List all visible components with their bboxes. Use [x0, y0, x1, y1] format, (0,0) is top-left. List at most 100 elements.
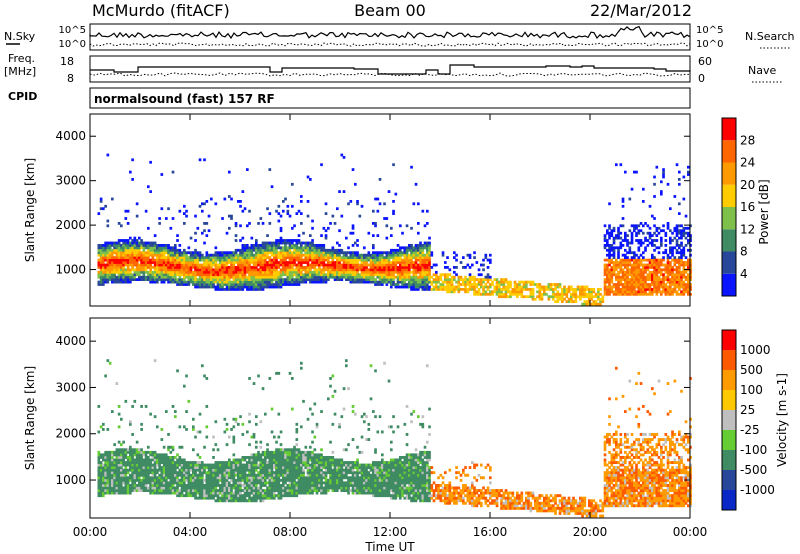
- heatmap-cell: [603, 239, 607, 242]
- heatmap-cell: [248, 478, 251, 482]
- heatmap-cell: [126, 486, 130, 490]
- heatmap-cell: [502, 280, 506, 284]
- heatmap-cell: [635, 270, 638, 274]
- heatmap-cell: [628, 263, 632, 267]
- heatmap-cell: [210, 270, 213, 274]
- heatmap-cell: [651, 275, 654, 279]
- heatmap-cell: [207, 280, 211, 284]
- heatmap-cell: [158, 256, 161, 259]
- heatmap-cell: [531, 283, 535, 286]
- heatmap-cell: [187, 283, 191, 286]
- heatmap-cell: [234, 468, 238, 472]
- heatmap-cell: [457, 283, 461, 286]
- heatmap-cell: [468, 256, 472, 259]
- heatmap-cell: [626, 244, 629, 247]
- heatmap-cell: [259, 246, 263, 250]
- heatmap-cell: [365, 253, 368, 257]
- heatmap-cell: [264, 256, 267, 259]
- heatmap-cell: [563, 288, 566, 291]
- heatmap-cell: [241, 278, 245, 281]
- heatmap-cell: [313, 280, 317, 284]
- heatmap-cell: [142, 463, 146, 467]
- heatmap-cell: [219, 261, 222, 264]
- heatmap-cell: [644, 280, 647, 284]
- heatmap-cell: [394, 270, 398, 274]
- heatmap-cell: [644, 285, 647, 289]
- heatmap-cell: [176, 473, 179, 477]
- heatmap-cell: [284, 280, 287, 284]
- heatmap-cell: [660, 285, 663, 289]
- heatmap-cell: [340, 263, 344, 267]
- heatmap-cell: [165, 463, 168, 467]
- heatmap-cell: [153, 263, 157, 267]
- heatmap-cell: [320, 263, 323, 267]
- heatmap-cell: [349, 253, 353, 257]
- heatmap-cell: [207, 229, 211, 233]
- heatmap-cell: [284, 241, 287, 245]
- heatmap-cell: [115, 246, 119, 250]
- heatmap-cell: [275, 283, 278, 286]
- heatmap-cell: [637, 273, 641, 277]
- heatmap-cell: [372, 246, 375, 250]
- heatmap-cell: [387, 258, 391, 262]
- freq-label-2: [MHz]: [4, 65, 36, 78]
- heatmap-cell: [646, 283, 650, 286]
- heatmap-cell: [518, 292, 521, 296]
- heatmap-cell: [333, 263, 337, 267]
- heatmap-cell: [234, 222, 238, 225]
- heatmap-cell: [516, 292, 519, 296]
- heatmap-cell: [174, 466, 177, 469]
- heatmap-cell: [162, 468, 166, 472]
- heatmap-cell: [104, 248, 107, 252]
- heatmap-cell: [484, 275, 488, 279]
- heatmap-cell: [147, 251, 150, 255]
- heatmap-cell: [401, 268, 404, 272]
- heatmap-cell: [543, 285, 546, 289]
- heatmap-cell: [624, 236, 627, 240]
- heatmap-cell: [682, 263, 686, 267]
- heatmap-cell: [140, 244, 143, 247]
- heatmap-cell: [374, 224, 377, 228]
- heatmap-cell: [133, 273, 137, 277]
- heatmap-cell: [246, 263, 249, 267]
- heatmap-cell: [630, 278, 634, 281]
- heatmap-cell: [428, 268, 431, 272]
- heatmap-cell: [426, 278, 429, 281]
- heatmap-cell: [410, 275, 413, 279]
- heatmap-cell: [646, 268, 650, 272]
- heatmap-cell: [151, 273, 155, 277]
- heatmap-cell: [234, 253, 238, 257]
- heatmap-cell: [171, 217, 175, 220]
- heatmap-cell: [120, 461, 123, 464]
- heatmap-cell: [115, 270, 119, 274]
- heatmap-cell: [540, 292, 544, 296]
- heatmap-cell: [126, 456, 130, 459]
- heatmap-cell: [633, 280, 636, 284]
- heatmap-cell: [234, 463, 238, 467]
- heatmap-cell: [174, 463, 177, 467]
- heatmap-cell: [122, 491, 125, 495]
- heatmap-cell: [624, 288, 627, 291]
- heatmap-cell: [261, 246, 265, 250]
- heatmap-cell: [403, 266, 407, 269]
- heatmap-cell: [599, 297, 602, 301]
- heatmap-cell: [549, 288, 553, 291]
- heatmap-cell: [412, 202, 416, 206]
- heatmap-cell: [324, 273, 328, 277]
- heatmap-cell: [113, 258, 116, 262]
- heatmap-cell: [579, 295, 582, 299]
- heatmap-cell: [203, 478, 206, 482]
- heatmap-cell: [201, 486, 204, 490]
- heatmap-cell: [252, 275, 256, 279]
- heatmap-cell: [657, 246, 661, 250]
- heatmap-cell: [495, 280, 499, 284]
- heatmap-cell: [228, 494, 231, 498]
- velocity-heatmap: [97, 359, 692, 518]
- heatmap-cell: [210, 494, 213, 498]
- heatmap-cell: [178, 266, 182, 269]
- heatmap-cell: [673, 285, 677, 289]
- heatmap-cell: [288, 266, 292, 269]
- heatmap-cell: [169, 251, 173, 255]
- heatmap-cell: [228, 270, 231, 274]
- heatmap-cell: [635, 239, 638, 242]
